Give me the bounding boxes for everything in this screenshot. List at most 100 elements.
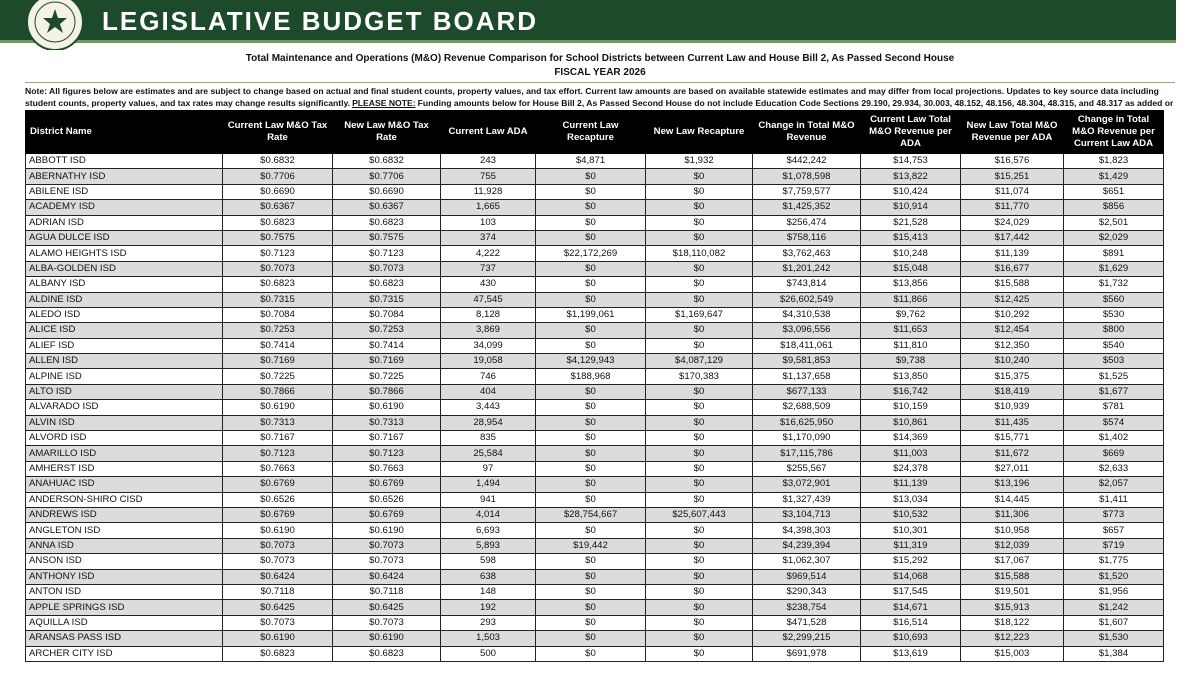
- table-cell: $0.6823: [332, 214, 441, 231]
- table-cell: $0: [535, 445, 646, 462]
- table-cell: $0.7315: [222, 291, 333, 308]
- table-cell: $10,159: [860, 399, 961, 416]
- table-cell: $0: [645, 614, 753, 632]
- table-row: ABERNATHY ISD $0.7706 $0.7706 755 $0 $0 $1,078…: [25, 168, 1164, 185]
- note-emphasis: PLEASE NOTE:: [352, 98, 416, 108]
- table-cell: $4,871: [535, 152, 646, 170]
- table-cell: $290,343: [752, 583, 861, 601]
- table-cell: $0.6190: [332, 399, 441, 416]
- table-cell: $2,501: [1063, 214, 1164, 231]
- table-cell: $0: [535, 568, 646, 585]
- table-cell: $2,633: [1063, 460, 1164, 478]
- column-header: Current Law Total M&O Revenue per ADA: [860, 110, 961, 154]
- table-cell: $0.7169: [222, 353, 333, 370]
- table-cell: $669: [1063, 445, 1164, 462]
- table-cell: $2,299,215: [752, 630, 861, 647]
- table-cell: $0: [645, 583, 753, 601]
- table-cell: $10,914: [860, 199, 961, 216]
- table-cell: $188,968: [535, 368, 646, 385]
- table-cell: $0.6823: [222, 645, 333, 662]
- table-cell: $0.7866: [332, 383, 441, 401]
- district-name: ALBANY ISD: [25, 276, 223, 293]
- table-cell: $12,039: [960, 537, 1064, 555]
- table-cell: $0.7073: [222, 537, 333, 555]
- table-cell: $0: [535, 383, 646, 401]
- table-cell: $0.6823: [332, 645, 441, 662]
- table-row: ALBA-GOLDEN ISD $0.7073 $0.7073 737 $0 $0 $1,2…: [25, 260, 1164, 278]
- table-cell: $24,029: [960, 214, 1064, 231]
- table-cell: $0: [535, 183, 646, 201]
- table-cell: $4,087,129: [645, 353, 753, 370]
- table-cell: $0: [645, 445, 753, 462]
- table-cell: 192: [440, 599, 536, 616]
- table-cell: 374: [440, 229, 536, 247]
- table-cell: $13,822: [860, 168, 961, 185]
- table-cell: $471,528: [752, 614, 861, 632]
- table-cell: $4,310,538: [752, 306, 861, 324]
- table-cell: 19,058: [440, 353, 536, 370]
- table-cell: 25,584: [440, 445, 536, 462]
- table-cell: $0.6832: [222, 152, 333, 170]
- table-cell: $12,223: [960, 630, 1064, 647]
- table-row: ALAMO HEIGHTS ISD $0.7123 $0.7123 4,222 $22,…: [25, 245, 1164, 262]
- table-cell: $0: [535, 260, 646, 278]
- table-cell: $719: [1063, 537, 1164, 555]
- column-header: Current Law ADA: [440, 110, 536, 154]
- table-cell: $18,411,061: [752, 337, 861, 355]
- table-cell: $14,068: [860, 568, 961, 585]
- table-cell: $574: [1063, 414, 1164, 432]
- table-cell: $3,072,901: [752, 476, 861, 493]
- table-cell: $1,402: [1063, 430, 1164, 447]
- table-cell: 404: [440, 383, 536, 401]
- table-cell: $24,378: [860, 460, 961, 478]
- table-cell: $1,169,647: [645, 306, 753, 324]
- district-name: AMARILLO ISD: [25, 445, 223, 462]
- table-row: ANTON ISD $0.7118 $0.7118 148 $0 $0 $290,343 $1…: [25, 583, 1164, 601]
- district-name: ANAHUAC ISD: [25, 476, 223, 493]
- table-row: ALTO ISD $0.7866 $0.7866 404 $0 $0 $677,133 $16…: [25, 383, 1164, 401]
- seal: [26, 0, 84, 50]
- table-cell: $1,732: [1063, 276, 1164, 293]
- table-cell: $10,532: [860, 506, 961, 524]
- table-cell: $503: [1063, 353, 1164, 370]
- table-cell: $26,602,549: [752, 291, 861, 308]
- table-row: ANSON ISD $0.7073 $0.7073 598 $0 $0 $1,062,307…: [25, 553, 1164, 570]
- table-cell: $1,137,658: [752, 368, 861, 385]
- table-cell: $15,913: [960, 599, 1064, 616]
- table-cell: 34,099: [440, 337, 536, 355]
- district-name: AMHERST ISD: [25, 460, 223, 478]
- table-cell: $1,078,598: [752, 168, 861, 185]
- table-cell: 598: [440, 553, 536, 570]
- table-cell: $891: [1063, 245, 1164, 262]
- district-name: ANTON ISD: [25, 583, 223, 601]
- table-cell: $15,375: [960, 368, 1064, 385]
- table-cell: $11,139: [860, 476, 961, 493]
- table-cell: $0.7167: [332, 430, 441, 447]
- column-header: Current Law M&O Tax Rate: [222, 110, 333, 154]
- table-cell: $0: [535, 168, 646, 185]
- table-row: ANDREWS ISD $0.6769 $0.6769 4,014 $28,754,66…: [25, 506, 1164, 524]
- table-cell: $0.6823: [222, 276, 333, 293]
- district-name: ACADEMY ISD: [25, 199, 223, 216]
- table-cell: $773: [1063, 506, 1164, 524]
- table-cell: $0.7073: [332, 260, 441, 278]
- table-cell: 755: [440, 168, 536, 185]
- table-cell: $17,067: [960, 553, 1064, 570]
- table-cell: $0.6367: [222, 199, 333, 216]
- table-cell: $0: [645, 599, 753, 616]
- table-row: AQUILLA ISD $0.7073 $0.7073 293 $0 $0 $471,528…: [25, 614, 1164, 632]
- table-cell: $0.7575: [332, 229, 441, 247]
- table-cell: $1,429: [1063, 168, 1164, 185]
- table-cell: $16,576: [960, 152, 1064, 170]
- table-cell: $1,062,307: [752, 553, 861, 570]
- table-cell: $0: [645, 568, 753, 585]
- table-cell: $1,520: [1063, 568, 1164, 585]
- table-cell: $0: [645, 383, 753, 401]
- table-cell: $11,074: [960, 183, 1064, 201]
- table-cell: $0.6190: [222, 522, 333, 539]
- table-cell: 3,869: [440, 322, 536, 339]
- table-cell: $1,932: [645, 152, 753, 170]
- table-cell: $0.6832: [332, 152, 441, 170]
- table-cell: $9,581,853: [752, 353, 861, 370]
- table-cell: $969,514: [752, 568, 861, 585]
